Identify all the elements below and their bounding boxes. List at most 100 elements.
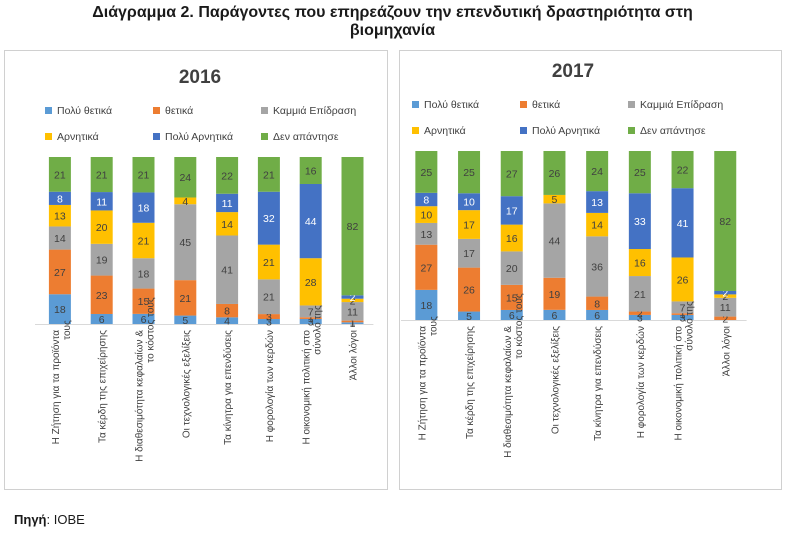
- bar-segment-δεν-απάντησε-1: [48, 157, 71, 192]
- page-title-line-1: Διάγραμμα 2. Παράγοντες που επηρεάζουν τ…: [92, 4, 693, 21]
- bar-segment-θετικά-1: [48, 249, 71, 295]
- data-label-θετικά-2: 26: [463, 285, 475, 297]
- category-label-2: Τα κέρδη της επιχείρησης: [464, 326, 476, 439]
- data-label-δεν-απάντησε-7: 16: [305, 165, 317, 177]
- data-label-αρνητικά-8: 2: [722, 291, 728, 303]
- bar-segment-δεν-απάντησε-2: [458, 151, 481, 194]
- bar-segment-πολύ-αρνητικά-7: [299, 183, 322, 259]
- bar-segment-πολύ-αρνητικά-1: [48, 191, 71, 205]
- bar-segment-πολύ-αρνητικά-7: [671, 188, 694, 258]
- data-label-πολύ-θετικά-5: 4: [224, 316, 230, 328]
- bar-segment-πολύ-θετικά-5: [216, 317, 239, 324]
- bar-segment-πολύ-αρνητικά-6: [257, 191, 280, 245]
- data-label-πολύ-θετικά-8: 1: [350, 318, 356, 330]
- data-label-πολύ-αρνητικά-1: 8: [423, 195, 429, 207]
- data-label-καμμιά-επίδραση-8: 11: [720, 302, 731, 314]
- bar-segment-δεν-απάντησε-7: [671, 151, 694, 189]
- legend-label-3: Καμμιά Επίδραση: [273, 105, 356, 117]
- category-label-5: Τα κίνητρα για επενδύσεις: [592, 326, 604, 441]
- data-label-αρνητικά-2: 17: [463, 220, 475, 232]
- data-label-αρνητικά-7: 26: [677, 274, 689, 286]
- page-title: Διάγραμμα 2. Παράγοντες που επηρεάζουν τ…: [0, 4, 785, 40]
- bar-segment-δεν-απάντησε-5: [216, 157, 239, 194]
- data-label-θετικά-7: 1: [680, 309, 686, 321]
- category-label-4: Οι τεχνολογικές εξελίξεις: [549, 326, 561, 434]
- data-label-δεν-απάντησε-3: 21: [138, 170, 150, 182]
- bar-segment-πολύ-θετικά-8: [341, 322, 364, 324]
- bar-segment-αρνητικά-7: [299, 258, 322, 306]
- bar-segment-πολύ-αρνητικά-3: [132, 192, 155, 223]
- data-label-δεν-απάντησε-7: 22: [677, 165, 689, 177]
- bar-segment-θετικά-2: [90, 275, 113, 314]
- data-label-αρνητικά-7: 28: [305, 277, 317, 289]
- legend-label-5: Πολύ Αρνητικά: [532, 125, 600, 137]
- data-label-δεν-απάντησε-5: 24: [591, 166, 603, 178]
- category-label-6: Η φορολογία των κερδών: [635, 326, 647, 438]
- category-label-2: Τα κέρδη της επιχείρησης: [97, 330, 109, 443]
- legend-swatch-2: [520, 101, 527, 108]
- data-label-δεν-απάντησε-2: 21: [96, 170, 108, 182]
- bar-segment-θετικά-3: [500, 284, 523, 310]
- bar-segment-δεν-απάντησε-2: [90, 157, 113, 193]
- data-label-δεν-απάντησε-1: 21: [54, 169, 66, 181]
- data-label-πολύ-θετικά-6: 3: [266, 317, 272, 329]
- bar-segment-αρνητικά-5: [586, 212, 609, 237]
- data-label-αρνητικά-4: 4: [182, 196, 188, 208]
- bar-segment-καμμιά-επίδραση-2: [90, 243, 113, 276]
- data-label-αρνητικά-6: 16: [634, 258, 646, 270]
- bar-segment-πολύ-θετικά-6: [257, 319, 280, 324]
- bar-segment-καμμιά-επίδραση-8: [714, 297, 737, 317]
- bar-segment-πολύ-αρνητικά-8: [714, 290, 737, 295]
- data-label-θετικά-8: 2: [722, 313, 728, 325]
- legend-label-1: Πολύ θετικά: [57, 105, 112, 117]
- data-label-καμμιά-επίδραση-3: 18: [138, 268, 150, 280]
- data-label-καμμιά-επίδραση-4: 44: [549, 236, 561, 248]
- bar-segment-πολύ-θετικά-1: [48, 294, 71, 324]
- data-label-θετικά-4: 21: [179, 293, 191, 305]
- legend-label-4: Αρνητικά: [424, 125, 466, 137]
- data-label-δεν-απάντησε-8: 82: [347, 221, 359, 233]
- data-label-καμμιά-επίδραση-6: 21: [263, 292, 275, 304]
- data-label-δεν-απάντησε-2: 25: [463, 167, 475, 179]
- bar-segment-πολύ-θετικά-4: [543, 309, 566, 320]
- data-label-πολύ-θετικά-4: 6: [552, 310, 558, 322]
- bar-segment-πολύ-θετικά-6: [628, 314, 651, 320]
- data-label-θετικά-7: 1: [308, 313, 314, 325]
- data-label-καμμιά-επίδραση-6: 21: [634, 289, 646, 301]
- bar-segment-δεν-απάντησε-8: [341, 157, 364, 296]
- bar-segment-αρνητικά-5: [216, 212, 239, 236]
- bar-segment-καμμιά-επίδραση-6: [628, 276, 651, 312]
- category-label-6: Η φορολογία των κερδών: [264, 330, 276, 442]
- data-label-δεν-απάντησε-4: 26: [549, 168, 561, 180]
- source-colon: :: [46, 512, 54, 527]
- bar-segment-αρνητικά-8: [341, 298, 364, 303]
- data-label-θετικά-2: 23: [96, 290, 108, 302]
- data-label-πολύ-θετικά-4: 5: [182, 315, 188, 327]
- category-label-4: Οι τεχνολογικές εξελίξεις: [180, 330, 192, 438]
- data-label-καμμιά-επίδραση-2: 19: [96, 255, 108, 267]
- bar-segment-αρνητικά-6: [257, 244, 280, 280]
- bar-segment-θετικά-7: [671, 313, 694, 315]
- data-label-δεν-απάντησε-4: 24: [179, 172, 191, 184]
- data-label-καμμιά-επίδραση-2: 17: [463, 248, 475, 260]
- data-label-θετικά-1: 27: [421, 262, 433, 274]
- bar-segment-πολύ-θετικά-5: [586, 309, 609, 320]
- bar-segment-πολύ-αρνητικά-2: [458, 193, 481, 211]
- chart-title: 2016: [179, 67, 221, 88]
- data-label-καμμιά-επίδραση-3: 20: [506, 263, 518, 275]
- bar-segment-πολύ-θετικά-7: [299, 318, 322, 324]
- category-label-3: Η διαθεσιμότητα κεφαλαίων &το κόστος του…: [502, 293, 525, 458]
- data-label-θετικά-6: 3: [266, 312, 272, 324]
- source-value: ΙΟΒΕ: [53, 512, 85, 527]
- data-label-πολύ-αρνητικά-2: 10: [463, 197, 475, 209]
- data-label-πολύ-αρνητικά-8: 2: [350, 292, 356, 304]
- legend-swatch-5: [153, 133, 160, 140]
- bar-segment-καμμιά-επίδραση-4: [174, 204, 197, 281]
- bar-segment-δεν-απάντησε-3: [500, 151, 523, 197]
- category-label-7: Η οικονομική πολιτική στοσύνολό της: [301, 305, 324, 444]
- bar-segment-πολύ-αρνητικά-1: [415, 192, 438, 207]
- bar-segment-αρνητικά-2: [90, 210, 113, 244]
- bar-segment-καμμιά-επίδραση-4: [543, 203, 566, 278]
